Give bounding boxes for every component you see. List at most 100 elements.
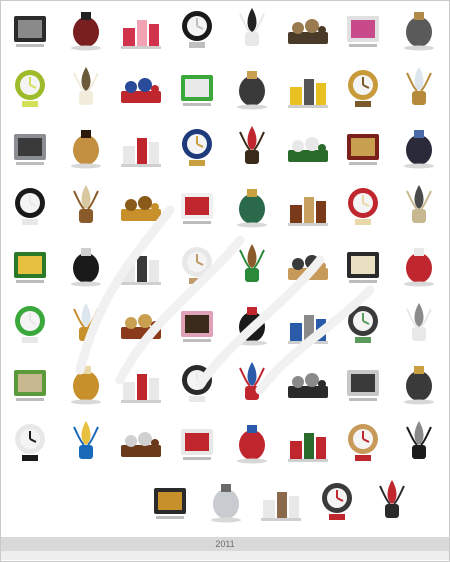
catalog-item bbox=[4, 61, 56, 113]
camera-icon bbox=[404, 130, 434, 169]
catalog-item bbox=[282, 415, 334, 467]
catalog-item bbox=[282, 297, 334, 349]
bonsai-tree-icon bbox=[239, 244, 265, 282]
catalog-item bbox=[226, 238, 278, 290]
catalog-item bbox=[337, 61, 389, 113]
catalog-item bbox=[115, 415, 167, 467]
catalog-item bbox=[393, 356, 445, 408]
catalog-item bbox=[282, 238, 334, 290]
silver-canister-icon bbox=[211, 484, 241, 523]
catalog-item bbox=[60, 2, 112, 54]
cups-icon bbox=[237, 425, 267, 464]
footer-year-bar: 2011 bbox=[1, 537, 449, 551]
blue-wave-sculpture-icon bbox=[73, 421, 99, 459]
catalog-item bbox=[311, 474, 363, 526]
green-pears-icon bbox=[15, 70, 45, 107]
spotted-egg-icon bbox=[154, 488, 186, 519]
green-tray-icon bbox=[288, 137, 328, 162]
catalog-item bbox=[337, 297, 389, 349]
catalog-item bbox=[226, 297, 278, 349]
catalog-item bbox=[115, 179, 167, 231]
figurines-icon bbox=[71, 12, 101, 51]
floral-frame-icon bbox=[181, 311, 213, 342]
plate-set-icon bbox=[181, 429, 213, 460]
catalog-item bbox=[171, 61, 223, 113]
sunburst-mirror-icon bbox=[73, 303, 99, 341]
shield-swords-icon bbox=[404, 12, 434, 51]
small-sign-icon bbox=[239, 362, 265, 400]
plant-frames-icon bbox=[14, 370, 46, 401]
catalog-item bbox=[171, 415, 223, 467]
swan-sculpture-icon bbox=[71, 248, 101, 287]
catalog-item bbox=[60, 356, 112, 408]
trophy-icon bbox=[404, 366, 434, 405]
catalog-item bbox=[393, 297, 445, 349]
catalog-item bbox=[282, 120, 334, 172]
blossom-branch-icon bbox=[261, 492, 301, 521]
catalog-item bbox=[4, 2, 56, 54]
laptop-icon bbox=[288, 373, 328, 398]
red-bottles-icon bbox=[404, 248, 434, 287]
gear-clocks-icon bbox=[237, 71, 267, 110]
wooden-tray-icon bbox=[288, 255, 328, 280]
candle-set-icon bbox=[347, 252, 379, 283]
catalog-item bbox=[337, 356, 389, 408]
catalog-item bbox=[226, 179, 278, 231]
globe-icon bbox=[288, 315, 328, 344]
catalog-item bbox=[393, 2, 445, 54]
photo-frames-icon bbox=[239, 126, 265, 164]
catalog-item bbox=[4, 238, 56, 290]
catalog-item bbox=[60, 61, 112, 113]
catalog-item bbox=[4, 356, 56, 408]
catalog-item bbox=[226, 415, 278, 467]
green-vase-icon bbox=[181, 75, 213, 106]
catalog-item bbox=[226, 120, 278, 172]
steel-box-icon bbox=[14, 134, 46, 165]
tea-set-icon bbox=[14, 252, 46, 283]
catalog-item bbox=[226, 356, 278, 408]
standing-mirror-icon bbox=[71, 130, 101, 169]
brush-cup-icon bbox=[121, 256, 161, 285]
catalog-item bbox=[282, 2, 334, 54]
catalog-item bbox=[171, 297, 223, 349]
white-cups-icon bbox=[181, 193, 213, 224]
cocktail-set-icon bbox=[15, 306, 45, 343]
wooden-chair-icon bbox=[121, 432, 161, 457]
catalog-item bbox=[60, 238, 112, 290]
green-box-icon bbox=[237, 189, 267, 228]
catalog-item bbox=[115, 238, 167, 290]
red-blue-vases-icon bbox=[121, 78, 161, 103]
catalog-item bbox=[255, 474, 307, 526]
oval-mirror-icon bbox=[406, 67, 432, 105]
catalog-item bbox=[60, 297, 112, 349]
console-table-icon bbox=[237, 307, 267, 346]
catalog-item bbox=[171, 120, 223, 172]
cat-frame-icon bbox=[406, 185, 432, 223]
photo-stand-icon bbox=[322, 483, 352, 520]
catalog-item bbox=[171, 2, 223, 54]
catalog-item bbox=[115, 120, 167, 172]
framed-pictures-icon bbox=[14, 16, 46, 47]
wooden-figures-icon bbox=[73, 185, 99, 223]
candelabra-icon bbox=[121, 196, 161, 221]
catalog-item bbox=[337, 415, 389, 467]
white-branch-vase-icon bbox=[239, 8, 265, 46]
catalog-item bbox=[60, 179, 112, 231]
playing-card-jars-icon bbox=[121, 138, 161, 167]
white-flowers-icon bbox=[121, 374, 161, 403]
catalog-item bbox=[337, 120, 389, 172]
wall-hooks-icon bbox=[406, 421, 432, 459]
ribbon-bowl-icon bbox=[182, 247, 212, 284]
golden-clock-icon bbox=[348, 70, 378, 107]
antique-clock-icon bbox=[288, 197, 328, 226]
catalog-item bbox=[60, 415, 112, 467]
catalog-item bbox=[4, 297, 56, 349]
catalog-item bbox=[115, 297, 167, 349]
footer-strip bbox=[1, 551, 449, 560]
open-book-glasses-icon bbox=[73, 67, 99, 105]
red-ornaments-icon bbox=[121, 20, 161, 49]
catalog-item bbox=[226, 61, 278, 113]
catalog-item bbox=[115, 2, 167, 54]
catalog-item bbox=[4, 179, 56, 231]
hourglass-icon bbox=[379, 480, 405, 518]
